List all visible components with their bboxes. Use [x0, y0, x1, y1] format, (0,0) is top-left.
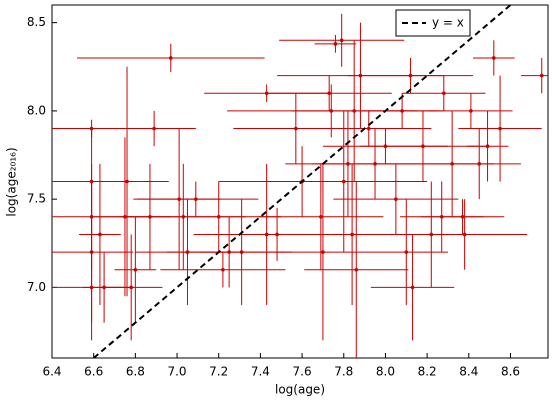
- point: [421, 144, 425, 148]
- point: [469, 109, 473, 113]
- point: [366, 126, 371, 131]
- point: [221, 267, 225, 272]
- point: [408, 73, 413, 78]
- point: [400, 109, 404, 113]
- point: [168, 56, 173, 60]
- x-tick-label: 8.0: [376, 365, 395, 379]
- y-tick-label: 7.0: [27, 280, 46, 294]
- point: [129, 285, 133, 290]
- x-tick-label: 7.2: [209, 365, 228, 379]
- plot-area: [52, 5, 548, 358]
- point: [327, 91, 331, 96]
- point: [125, 179, 129, 184]
- y-tick-label: 8.0: [27, 103, 46, 117]
- point: [294, 126, 298, 131]
- x-tick-label: 7.4: [251, 365, 270, 379]
- point: [498, 126, 502, 131]
- x-tick-label: 8.4: [459, 365, 478, 379]
- point: [354, 267, 359, 272]
- point: [321, 250, 325, 254]
- point: [539, 73, 544, 78]
- x-tick-label: 6.8: [126, 365, 145, 379]
- x-tick-label: 7.8: [334, 365, 353, 379]
- point: [404, 250, 409, 254]
- point: [460, 215, 465, 219]
- point: [410, 285, 415, 290]
- point: [98, 232, 102, 237]
- x-tick-label: 6.6: [84, 365, 103, 379]
- point: [216, 215, 221, 219]
- point: [333, 42, 338, 46]
- point: [462, 232, 467, 237]
- point: [477, 162, 482, 166]
- y-tick-label: 7.5: [27, 192, 46, 206]
- point: [193, 197, 198, 201]
- legend-label: y = x: [432, 16, 464, 30]
- point: [133, 267, 138, 272]
- x-axis-label: log(age): [275, 383, 325, 397]
- line: [93, 5, 512, 358]
- point: [394, 197, 398, 201]
- point: [352, 109, 356, 113]
- point: [319, 215, 323, 219]
- point: [485, 144, 490, 148]
- point: [373, 162, 377, 166]
- point: [239, 250, 244, 254]
- point: [441, 91, 446, 96]
- x-tick-label: 7.6: [293, 365, 312, 379]
- x-tick-label: 7.0: [167, 365, 186, 379]
- x-tick-label: 6.4: [42, 365, 61, 379]
- x-tick-label: 8.2: [418, 365, 437, 379]
- point: [275, 232, 279, 237]
- y-tick-label: 8.5: [27, 15, 46, 29]
- legend-box: [395, 9, 471, 37]
- point: [341, 179, 346, 184]
- point: [152, 126, 156, 131]
- point: [492, 56, 496, 60]
- x-tick-label: 8.6: [501, 365, 520, 379]
- point: [339, 38, 344, 43]
- point: [350, 232, 354, 237]
- y-axis-label: log(age₂₀₁₆): [5, 147, 19, 216]
